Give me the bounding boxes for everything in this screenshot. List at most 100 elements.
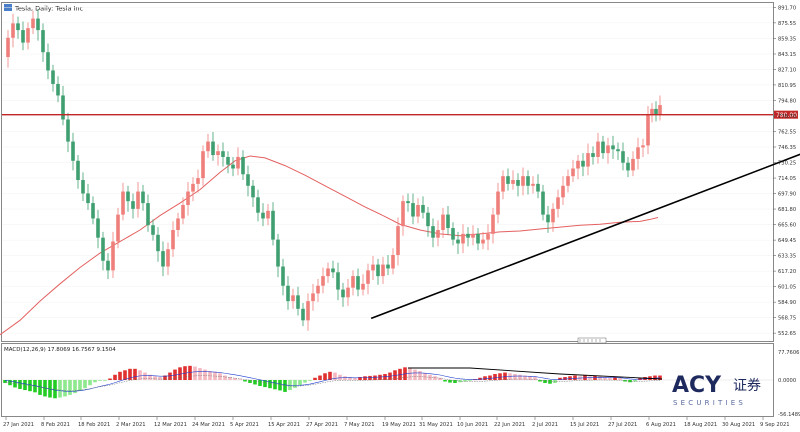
macd-histogram-bar bbox=[193, 366, 197, 380]
candle-body bbox=[321, 276, 325, 286]
price-tick-label: 843.15 bbox=[778, 52, 796, 58]
candle-body bbox=[446, 214, 450, 229]
candle-body bbox=[211, 141, 215, 156]
macd-histogram-bar bbox=[333, 372, 337, 380]
candle-body bbox=[56, 83, 60, 96]
macd-histogram-bar bbox=[233, 378, 237, 380]
moving-average-layer bbox=[0, 155, 659, 336]
macd-histogram-bar bbox=[498, 373, 502, 380]
macd-histogram-bar bbox=[653, 375, 657, 380]
macd-histogram-bar bbox=[368, 375, 372, 380]
candle-body bbox=[71, 141, 75, 161]
time-tick-label: 15 Jul 2021 bbox=[570, 422, 599, 428]
macd-histogram-bar bbox=[478, 377, 482, 380]
time-tick-label: 7 May 2021 bbox=[344, 422, 375, 428]
macd-histogram-bar bbox=[78, 380, 82, 391]
candle-body bbox=[551, 208, 555, 223]
macd-histogram-bar bbox=[38, 380, 42, 395]
macd-histogram-bar bbox=[153, 376, 157, 380]
candle-body bbox=[341, 289, 345, 298]
candle-body bbox=[491, 214, 495, 234]
time-axis: 27 Jan 2021 8 Feb 2021 18 Feb 2021 2 Mar 20… bbox=[3, 417, 790, 428]
candle-body bbox=[466, 233, 470, 238]
macd-histogram-bar bbox=[263, 380, 267, 388]
candle-body bbox=[241, 156, 245, 175]
macd-histogram-bar bbox=[213, 371, 217, 380]
candle-body bbox=[196, 178, 200, 184]
candle-body bbox=[286, 285, 290, 302]
macd-histogram-bar bbox=[108, 378, 112, 380]
candle-body bbox=[6, 37, 10, 58]
macd-histogram-bar bbox=[68, 380, 72, 395]
time-tick-label: 31 May 2021 bbox=[419, 422, 453, 428]
candle-body bbox=[171, 229, 175, 250]
candle-body bbox=[101, 237, 105, 261]
candle-body bbox=[26, 28, 30, 43]
macd-histogram-bar bbox=[103, 380, 107, 381]
candle-body bbox=[421, 205, 425, 213]
candle-body bbox=[311, 293, 315, 302]
macd-histogram-bar bbox=[443, 380, 447, 382]
candle-body bbox=[41, 30, 45, 53]
macd-histogram-bar bbox=[493, 374, 497, 380]
candle-body bbox=[191, 183, 195, 192]
candle-body bbox=[631, 158, 635, 171]
macd-signal-line bbox=[4, 371, 661, 392]
candle-body bbox=[306, 301, 310, 321]
macd-histogram-bar bbox=[488, 375, 492, 380]
macd-histogram-bar bbox=[353, 377, 357, 380]
candle-body bbox=[351, 276, 355, 288]
acy-securities-logo: ACY 证券 SECURITIES bbox=[672, 373, 761, 407]
price-tick-label: 552.65 bbox=[778, 331, 796, 337]
candle-body bbox=[521, 176, 525, 186]
macd-histogram-bar bbox=[128, 368, 132, 380]
time-tick-label: 2 Mar 2021 bbox=[116, 422, 146, 428]
candle-body bbox=[626, 162, 630, 171]
macd-plot-frame bbox=[1, 343, 774, 417]
time-tick-label: 12 Mar 2021 bbox=[154, 422, 187, 428]
candle-body bbox=[326, 268, 330, 277]
macd-histogram-bar bbox=[58, 380, 62, 398]
macd-histogram-bar bbox=[248, 380, 252, 383]
candle-body bbox=[356, 276, 360, 290]
macd-histogram-bar bbox=[18, 380, 22, 389]
candle-body bbox=[296, 295, 300, 309]
price-tick-label: 794.80 bbox=[778, 98, 796, 104]
candle-body bbox=[46, 52, 50, 71]
moving-average-line bbox=[0, 155, 659, 336]
candle-body bbox=[36, 18, 40, 31]
macd-histogram-bar bbox=[423, 373, 427, 380]
candle-body bbox=[641, 145, 645, 148]
candle-body bbox=[516, 180, 520, 186]
candle-body bbox=[96, 218, 100, 238]
candle-body bbox=[136, 191, 140, 209]
macd-histogram-bar bbox=[253, 380, 257, 385]
macd-histogram-bar bbox=[433, 376, 437, 380]
candle-body bbox=[591, 153, 595, 157]
macd-label: MACD(12,26,9) 17.8069 16.7567 9.1504 bbox=[4, 347, 116, 353]
logo-chinese: 证券 bbox=[733, 378, 761, 394]
time-tick-label: 24 Mar 2021 bbox=[192, 422, 225, 428]
candle-body bbox=[441, 214, 445, 230]
candle-body bbox=[121, 191, 125, 215]
time-tick-label: 27 Apr 2021 bbox=[306, 422, 338, 428]
candle-body bbox=[151, 225, 155, 235]
macd-histogram-bar bbox=[203, 369, 207, 380]
candle-body bbox=[476, 233, 480, 244]
candle-body bbox=[451, 228, 455, 240]
macd-histogram-bar bbox=[393, 370, 397, 380]
candle-body bbox=[431, 226, 435, 238]
macd-histogram-bar bbox=[298, 380, 302, 386]
macd-histogram-bar bbox=[468, 380, 472, 381]
candle-body bbox=[201, 151, 205, 179]
candle-body bbox=[411, 203, 415, 217]
price-tick-label: 827.10 bbox=[778, 67, 796, 73]
macd-histogram-bar bbox=[178, 367, 182, 380]
macd-tick-label: 0.0000 bbox=[778, 378, 796, 384]
candle-body bbox=[436, 229, 440, 238]
candle-body bbox=[391, 254, 395, 269]
macd-histogram-bar bbox=[308, 380, 312, 381]
macd-histogram-bar bbox=[223, 375, 227, 380]
candle-body bbox=[586, 153, 590, 167]
